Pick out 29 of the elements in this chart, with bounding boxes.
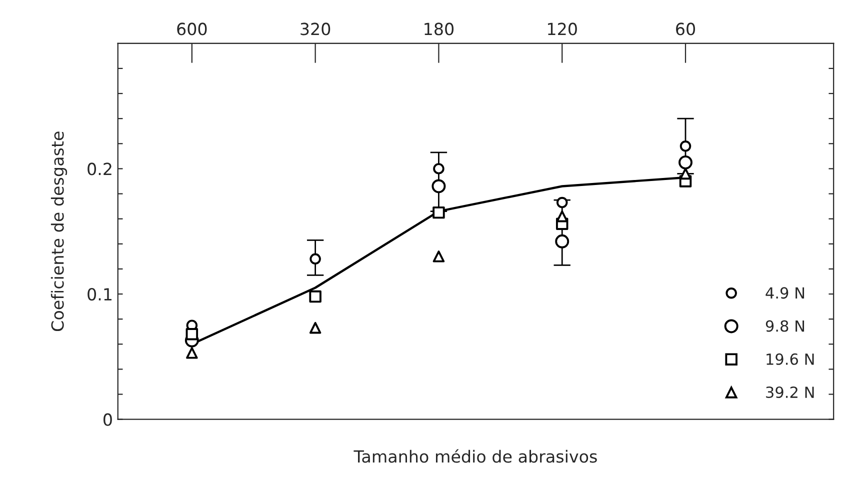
y-tick-label: 0.1 [88,288,112,301]
y-tick-label: 0 [104,413,112,426]
x-tick-label: 320 [300,22,330,36]
point [680,168,692,180]
point [310,253,321,265]
point [433,163,444,174]
legend-label: 4.9 N [766,287,804,299]
y-tick-label: 0.2 [88,162,112,176]
point [680,140,692,152]
y-axis-title: Coeficiente de desgaste [50,132,68,332]
x-tick-label: 120 [548,22,577,36]
point [432,250,445,262]
point [556,196,568,208]
point [556,210,568,222]
point [678,155,692,170]
legend-label: 19.6 N [766,353,814,365]
legend-label: 39.2 N [766,386,814,398]
point [432,179,446,194]
point [186,347,198,359]
x-axis-title: Tamanho médio de abrasivos [354,449,597,463]
x-tick-label: 600 [177,22,207,36]
x-tick-label: 180 [424,22,454,36]
x-tick-label: 60 [676,22,695,36]
legend-label: 9.8 N [766,320,804,332]
point [309,290,322,303]
point [432,206,445,219]
point [309,322,322,334]
point [186,328,198,340]
point [555,234,570,248]
